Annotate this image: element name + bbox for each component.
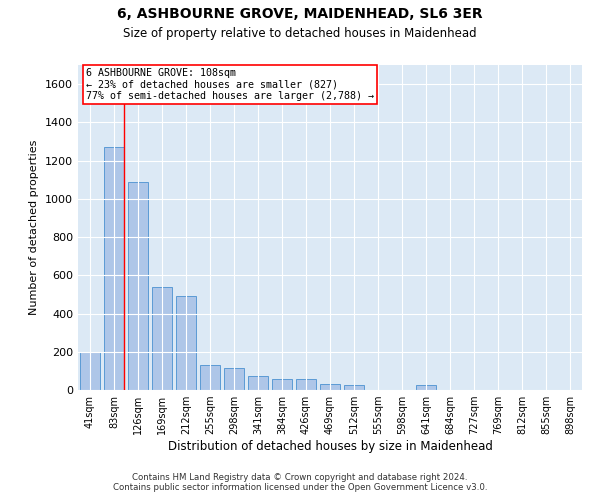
Bar [296,380,316,390]
Bar [176,296,196,390]
Text: Size of property relative to detached houses in Maidenhead: Size of property relative to detached ho… [123,28,477,40]
X-axis label: Distribution of detached houses by size in Maidenhead: Distribution of detached houses by size … [167,440,493,453]
Bar [128,182,148,390]
Y-axis label: Number of detached properties: Number of detached properties [29,140,40,315]
Bar [152,287,172,390]
Text: 6 ASHBOURNE GROVE: 108sqm
← 23% of detached houses are smaller (827)
77% of semi: 6 ASHBOURNE GROVE: 108sqm ← 23% of detac… [86,68,374,102]
Bar [248,376,268,390]
Bar [200,365,220,390]
Bar [224,368,244,390]
Bar [104,147,124,390]
Bar [320,384,340,390]
Bar [272,378,292,390]
Text: 6, ASHBOURNE GROVE, MAIDENHEAD, SL6 3ER: 6, ASHBOURNE GROVE, MAIDENHEAD, SL6 3ER [117,6,483,20]
Text: Contains HM Land Registry data © Crown copyright and database right 2024.
Contai: Contains HM Land Registry data © Crown c… [113,472,487,492]
Bar [80,352,100,390]
Bar [416,385,436,390]
Bar [344,385,364,390]
